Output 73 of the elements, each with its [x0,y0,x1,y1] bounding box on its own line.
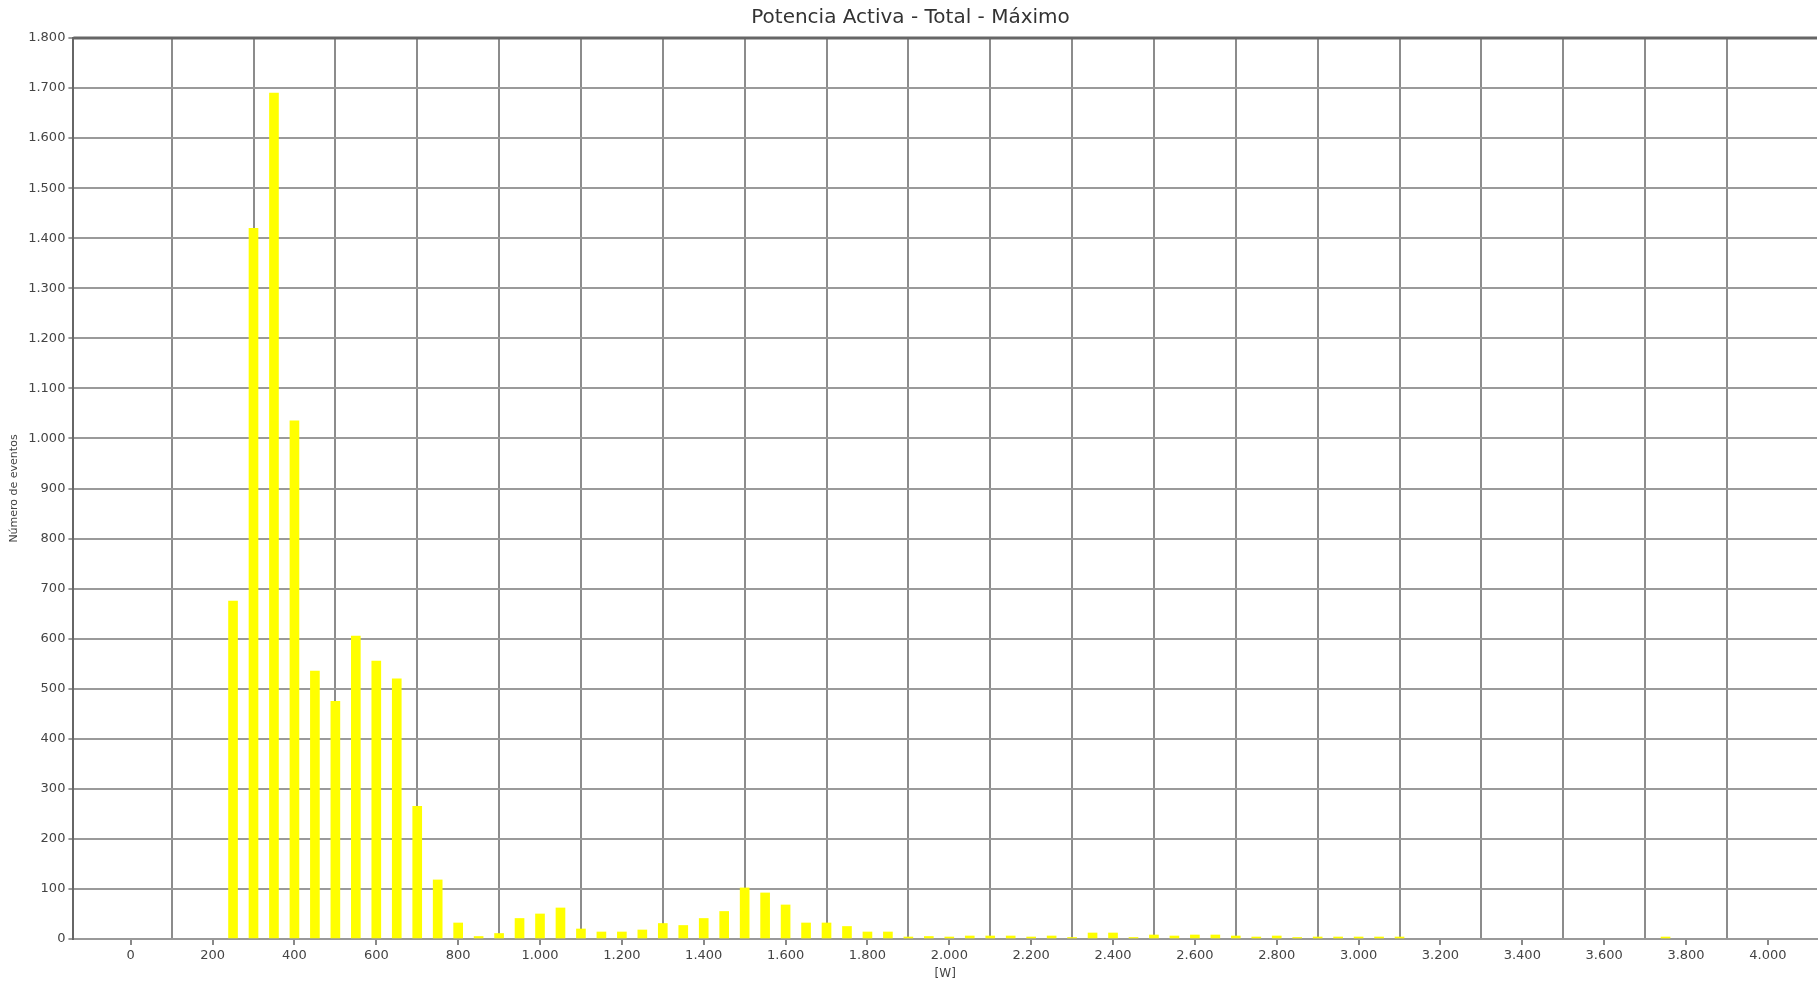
x-tick-label: 3.400 [1503,947,1541,963]
y-tick-label: 0 [57,930,66,946]
bar [330,700,341,939]
y-tick-label: 500 [40,680,66,696]
x-tick-label: 600 [363,947,389,963]
x-tick-label: 3.600 [1585,947,1623,963]
x-tick-label: 4.000 [1749,947,1787,963]
bar [657,923,668,939]
bar [371,660,382,939]
bar [555,907,566,939]
y-tick-label: 700 [40,579,66,595]
y-tick-label: 1.300 [28,279,66,295]
y-tick-label: 1.000 [28,429,66,445]
y-tick-label: 1.500 [28,179,66,195]
bar [801,922,811,939]
bar [678,925,689,939]
x-axis-title: [W] [934,965,956,980]
x-tick-label: 1.400 [685,947,723,963]
bar [780,904,791,939]
bar [842,926,852,939]
bar [617,931,627,939]
y-tick-label: 1.700 [28,79,66,95]
chart-title: Potencia Activa - Total - Máximo [751,4,1070,29]
x-tick-label: 3.800 [1667,947,1705,963]
bar [514,918,525,939]
x-tick-label: 200 [200,947,225,963]
x-tick-label: 2.600 [1176,947,1214,963]
bar [289,420,300,939]
x-tick-label: 1.000 [521,947,559,963]
bar [228,600,238,939]
x-tick-label: 400 [282,947,307,963]
y-tick-label: 1.200 [28,329,66,345]
x-tick-label: 3.200 [1421,947,1460,963]
bar [1108,932,1118,939]
y-axis-title: Número de eventos [7,434,21,543]
x-tick-label: 2.200 [1012,947,1050,963]
bar [739,887,750,939]
bar [494,933,504,939]
x-tick-label: 1.200 [603,947,641,963]
y-tick-label: 200 [40,830,66,846]
y-tick-label: 1.600 [28,129,66,145]
x-tick-label: 0 [126,947,135,963]
bar [351,635,361,939]
y-tick-label: 100 [40,880,66,896]
bar [698,918,709,939]
bar [924,936,934,939]
bar [535,913,545,939]
bar [453,922,463,939]
y-tick-label: 1.800 [28,29,66,45]
bar [576,928,586,939]
bar [269,92,279,939]
x-tick-label: 3.000 [1339,947,1378,963]
bar [883,931,893,939]
y-tick-label: 400 [40,730,66,746]
bar [719,911,730,939]
bar [432,879,443,939]
x-tick-label: 800 [445,947,471,963]
y-tick-label: 1.400 [28,229,66,245]
y-tick-label: 800 [40,529,66,545]
bar [310,670,320,939]
y-tick-label: 900 [40,479,66,495]
x-tick-label: 2.000 [930,947,968,963]
bar [248,227,259,939]
x-tick-label: 2.400 [1094,947,1132,963]
x-tick-label: 1.800 [848,947,887,963]
y-tick-label: 300 [40,780,66,796]
bar [412,806,423,939]
y-tick-label: 600 [40,630,66,646]
x-tick-label: 2.800 [1258,947,1296,963]
x-tick-label: 1.600 [766,947,805,963]
bar [391,678,402,939]
bar [760,892,770,939]
y-tick-label: 1.100 [28,379,66,395]
